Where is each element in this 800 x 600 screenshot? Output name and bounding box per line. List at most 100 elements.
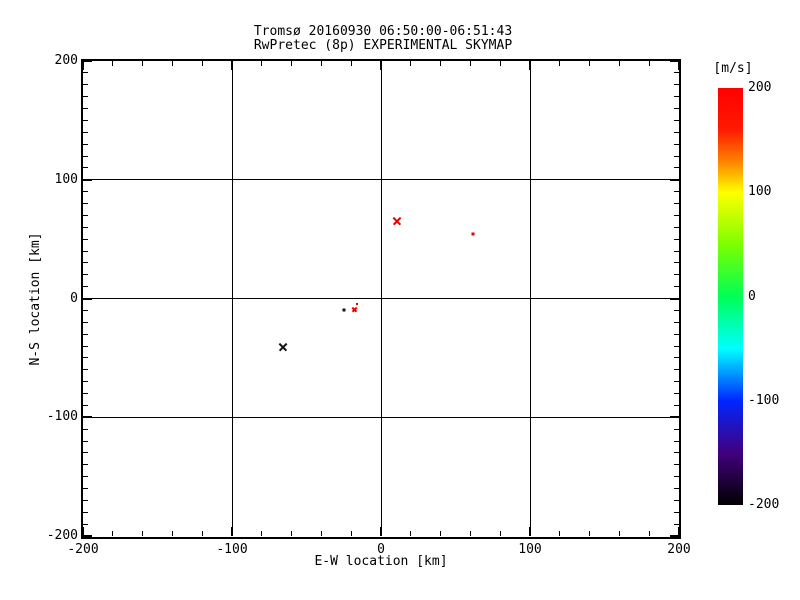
- y-axis-tick: [674, 309, 679, 311]
- y-axis-tick: [674, 274, 679, 276]
- y-tick-label: -100: [46, 409, 78, 425]
- y-axis-tick: [83, 309, 88, 311]
- grid-line-horizontal: [83, 298, 679, 299]
- data-point-marker: [471, 232, 475, 236]
- y-axis-tick: [674, 488, 679, 489]
- x-axis-tick: [678, 527, 680, 536]
- x-axis-tick: [499, 61, 501, 66]
- y-axis-tick: [674, 476, 679, 478]
- y-axis-tick: [83, 476, 88, 478]
- x-axis-tick: [112, 531, 114, 536]
- y-axis-tick: [83, 60, 92, 62]
- data-point-marker: [393, 217, 402, 226]
- x-axis-tick: [112, 61, 114, 66]
- x-axis-tick: [201, 531, 203, 536]
- x-axis-tick: [410, 61, 412, 66]
- x-axis-tick: [261, 61, 263, 66]
- x-tick-label: -100: [216, 542, 248, 557]
- y-axis-tick: [670, 178, 679, 181]
- y-axis-tick: [674, 345, 679, 347]
- x-axis-tick: [231, 527, 233, 536]
- x-axis-tick: [231, 61, 233, 70]
- x-tick-label: 200: [667, 542, 691, 557]
- colorbar-unit-label: [m/s]: [713, 61, 753, 76]
- y-axis-tick: [83, 440, 88, 442]
- x-axis-tick: [559, 61, 561, 66]
- y-axis-tick: [674, 440, 679, 442]
- y-axis-tick: [674, 464, 679, 466]
- x-axis-tick: [350, 531, 352, 536]
- x-axis-tick: [82, 61, 84, 70]
- y-axis-tick: [83, 452, 88, 454]
- y-axis-tick: [674, 428, 679, 430]
- x-axis-tick: [678, 61, 680, 70]
- y-axis-tick: [83, 274, 88, 276]
- y-axis-tick: [674, 155, 679, 157]
- y-axis-tick: [83, 321, 88, 323]
- x-axis-tick: [320, 531, 322, 536]
- data-point-marker: [278, 343, 287, 352]
- y-axis-tick: [83, 131, 88, 133]
- data-point-marker: [351, 306, 357, 312]
- y-axis-tick: [674, 286, 679, 288]
- y-axis-tick: [83, 167, 88, 169]
- y-tick-label: 200: [54, 53, 78, 68]
- x-axis-tick: [380, 61, 382, 70]
- y-axis-tick: [674, 143, 679, 145]
- x-axis-tick: [380, 527, 382, 536]
- y-axis-tick: [674, 108, 679, 109]
- y-axis-tick: [674, 119, 679, 121]
- y-axis-tick: [670, 60, 679, 62]
- y-axis-tick: [83, 523, 88, 525]
- y-axis-tick: [83, 262, 88, 264]
- y-axis-tick: [674, 250, 679, 252]
- x-axis-tick: [648, 61, 650, 66]
- y-axis-tick: [83, 143, 88, 145]
- x-axis-tick: [261, 531, 263, 536]
- y-axis-tick: [674, 191, 679, 193]
- y-axis-tick: [674, 238, 679, 240]
- y-axis-tick: [674, 214, 679, 216]
- x-axis-tick: [201, 61, 203, 66]
- data-point-marker: [342, 308, 346, 312]
- x-axis-label: E-W location [km]: [314, 554, 448, 569]
- y-axis-tick: [674, 72, 679, 74]
- plot-title: Tromsø 20160930 06:50:00-06:51:43: [253, 24, 513, 39]
- y-axis-tick: [83, 535, 92, 537]
- y-axis-tick: [83, 345, 88, 347]
- y-axis-tick: [674, 96, 679, 98]
- y-axis-tick: [83, 416, 92, 419]
- x-tick-label: 0: [377, 542, 385, 557]
- y-axis-tick: [83, 72, 88, 74]
- y-axis-tick: [674, 321, 679, 323]
- y-axis-tick: [674, 452, 679, 454]
- data-point-marker: [356, 303, 359, 306]
- x-axis-tick: [291, 61, 293, 66]
- x-axis-tick: [529, 527, 531, 536]
- y-axis-tick: [674, 226, 679, 228]
- y-axis-tick: [670, 535, 679, 537]
- x-axis-tick: [618, 61, 620, 66]
- y-axis-tick: [674, 203, 679, 204]
- x-axis-tick: [171, 61, 173, 66]
- plot-subtitle: RwPretec (8p) EXPERIMENTAL SKYMAP: [253, 38, 513, 53]
- y-axis-tick: [674, 262, 679, 264]
- x-axis-tick: [589, 531, 591, 536]
- y-axis-tick: [83, 428, 88, 430]
- y-axis-tick: [83, 286, 88, 288]
- colorbar-tick-label: 100: [748, 184, 772, 200]
- y-axis-tick: [83, 238, 88, 240]
- y-axis-tick: [674, 131, 679, 133]
- colorbar-tick-label: -100: [748, 392, 780, 408]
- x-axis-tick: [589, 61, 591, 66]
- grid-line-horizontal: [83, 179, 679, 181]
- x-axis-tick: [291, 531, 293, 536]
- y-axis-tick: [674, 381, 679, 383]
- y-axis-tick: [83, 357, 88, 359]
- y-axis-tick: [674, 369, 679, 371]
- x-axis-tick: [440, 61, 442, 66]
- y-axis-tick: [83, 393, 88, 394]
- x-tick-label: 100: [518, 542, 542, 557]
- x-axis-tick: [350, 61, 352, 66]
